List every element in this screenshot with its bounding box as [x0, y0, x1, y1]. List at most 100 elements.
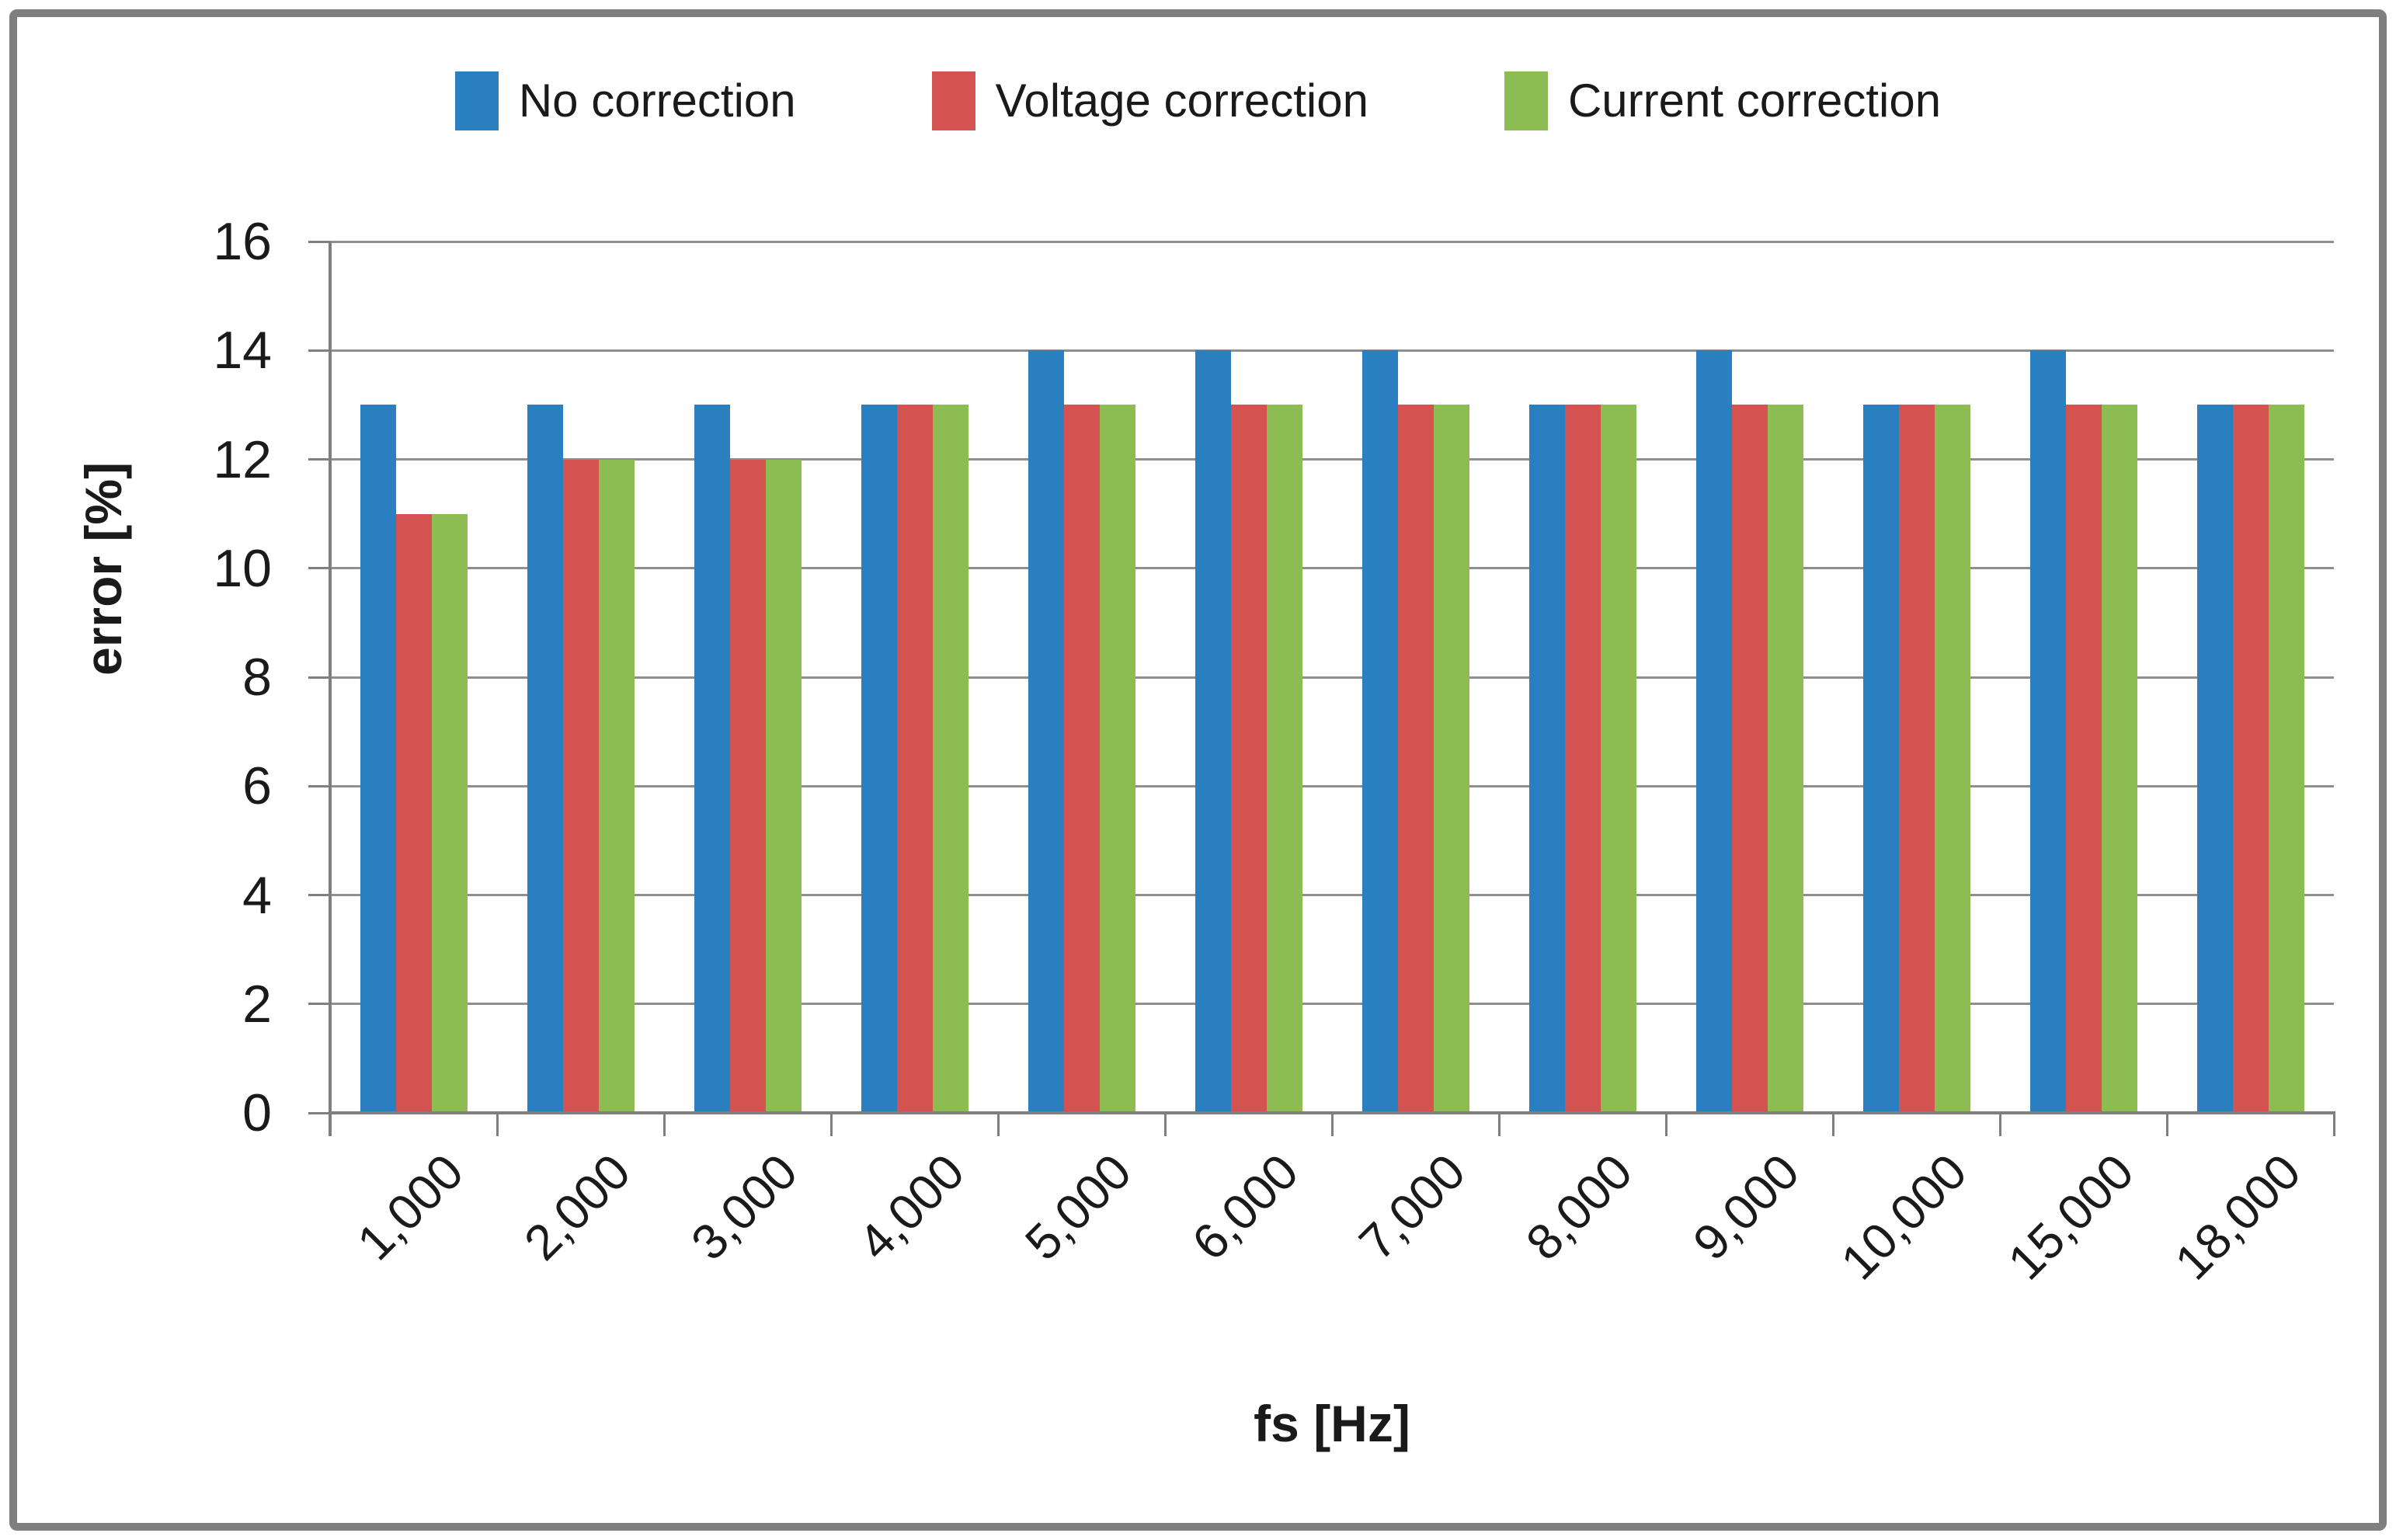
y-axis-tick: [308, 567, 330, 570]
legend-swatch-icon: [454, 71, 499, 130]
bar-current-correction-7,000: [1433, 405, 1469, 1113]
legend: No correction Voltage correction Current c…: [0, 71, 2396, 130]
x-tick-label: 1,000: [346, 1143, 475, 1271]
bar-current-correction-8,000: [1600, 405, 1636, 1113]
y-axis-tick: [308, 349, 330, 352]
bar-no-correction-8,000: [1528, 405, 1565, 1113]
x-axis-tick: [1831, 1114, 1834, 1136]
bar-voltage-correction-18,000: [2232, 405, 2269, 1113]
gridline: [330, 349, 2334, 352]
gridline: [330, 240, 2334, 243]
bar-voltage-correction-8,000: [1564, 405, 1601, 1113]
y-tick-label: 2: [242, 974, 272, 1034]
x-axis-tick: [829, 1114, 833, 1136]
bar-voltage-correction-1,000: [395, 513, 432, 1113]
x-tick-label: 10,000: [1830, 1143, 1977, 1291]
x-tick-label: 5,000: [1014, 1143, 1142, 1271]
legend-item: Current correction: [1504, 71, 1941, 130]
x-axis-tick: [2332, 1114, 2335, 1136]
y-axis-tick: [308, 1111, 330, 1114]
plot-area: [330, 240, 2334, 1113]
legend-item: No correction: [454, 71, 796, 130]
bar-current-correction-10,000: [1934, 405, 1970, 1113]
bar-current-correction-1,000: [431, 513, 468, 1113]
bar-voltage-correction-9,000: [1731, 405, 1768, 1113]
y-tick-label: 6: [242, 756, 272, 816]
bar-voltage-correction-2,000: [562, 459, 599, 1113]
y-axis-tick: [308, 676, 330, 679]
x-axis-tick: [1998, 1114, 2001, 1136]
y-tick-label: 14: [213, 321, 272, 381]
x-tick-label: 4,000: [847, 1143, 975, 1271]
bar-no-correction-18,000: [2196, 405, 2233, 1113]
x-tick-label: 8,000: [1515, 1143, 1643, 1271]
bar-no-correction-6,000: [1195, 350, 1231, 1113]
x-axis-tick: [1163, 1114, 1167, 1136]
y-axis-line: [329, 242, 332, 1136]
gridline: [330, 894, 2334, 896]
bar-current-correction-18,000: [2268, 405, 2304, 1113]
legend-label: No correction: [518, 75, 796, 127]
gridline: [330, 567, 2334, 570]
y-axis-title: error [%]: [75, 461, 132, 676]
bar-current-correction-3,000: [765, 459, 802, 1113]
bar-current-correction-15,000: [2101, 405, 2137, 1113]
x-tick-label: 3,000: [680, 1143, 809, 1271]
x-tick-label: 2,000: [513, 1143, 642, 1271]
x-axis-tick: [1664, 1114, 1667, 1136]
x-axis-tick: [329, 1114, 332, 1136]
x-axis-title: fs [Hz]: [1254, 1395, 1410, 1452]
y-tick-label: 16: [213, 212, 272, 271]
bar-voltage-correction-5,000: [1063, 405, 1100, 1113]
x-axis-tick: [1330, 1114, 1334, 1136]
gridline: [330, 1003, 2334, 1006]
x-tick-label: 18,000: [2164, 1143, 2311, 1291]
x-tick-label: 15,000: [1997, 1143, 2144, 1291]
bar-voltage-correction-7,000: [1397, 405, 1434, 1113]
bar-no-correction-1,000: [360, 405, 396, 1113]
bar-voltage-correction-10,000: [1898, 405, 1935, 1113]
y-axis-tick: [308, 1003, 330, 1006]
y-axis-tick: [308, 240, 330, 243]
gridline: [330, 784, 2334, 787]
legend-item: Voltage correction: [931, 71, 1368, 130]
bar-current-correction-5,000: [1099, 405, 1135, 1113]
bar-no-correction-7,000: [1361, 350, 1398, 1113]
bar-no-correction-3,000: [694, 405, 730, 1113]
y-axis-tick-labels: 0 2 4 6 8 10 12 14 16: [0, 215, 272, 1139]
x-tick-label: 9,000: [1682, 1143, 1810, 1271]
legend-swatch-icon: [931, 71, 975, 130]
y-axis-tick: [308, 894, 330, 896]
bar-current-correction-6,000: [1266, 405, 1302, 1113]
y-tick-label: 12: [213, 429, 272, 489]
bar-no-correction-15,000: [2029, 350, 2066, 1113]
y-tick-label: 10: [213, 538, 272, 598]
bar-no-correction-10,000: [1862, 405, 1899, 1113]
gridline: [330, 458, 2334, 461]
x-tick-label: 6,000: [1181, 1143, 1309, 1271]
bar-voltage-correction-6,000: [1230, 405, 1267, 1113]
x-axis-tick: [662, 1114, 666, 1136]
bar-no-correction-2,000: [527, 405, 563, 1113]
x-axis-tick: [1497, 1114, 1501, 1136]
y-tick-label: 8: [242, 648, 272, 707]
x-axis-tick-labels: 1,000 2,000 3,000 4,000 5,000 6,000 7,000 8,000…: [330, 1111, 2334, 1360]
bar-voltage-correction-3,000: [729, 459, 766, 1113]
gridline: [330, 676, 2334, 679]
y-axis-tick: [308, 784, 330, 787]
bar-current-correction-2,000: [598, 459, 635, 1113]
y-axis-tick: [308, 458, 330, 461]
bar-voltage-correction-15,000: [2065, 405, 2102, 1113]
y-tick-label: 0: [242, 1083, 272, 1142]
bar-current-correction-9,000: [1767, 405, 1803, 1113]
legend-swatch-icon: [1504, 71, 1548, 130]
bar-voltage-correction-4,000: [896, 405, 933, 1113]
bar-current-correction-4,000: [932, 405, 968, 1113]
x-tick-label: 7,000: [1348, 1143, 1476, 1271]
x-axis-line: [329, 1111, 2335, 1114]
legend-label: Voltage correction: [995, 75, 1368, 127]
x-axis-tick: [2165, 1114, 2168, 1136]
bar-no-correction-4,000: [861, 405, 897, 1113]
x-axis-tick: [496, 1114, 499, 1136]
